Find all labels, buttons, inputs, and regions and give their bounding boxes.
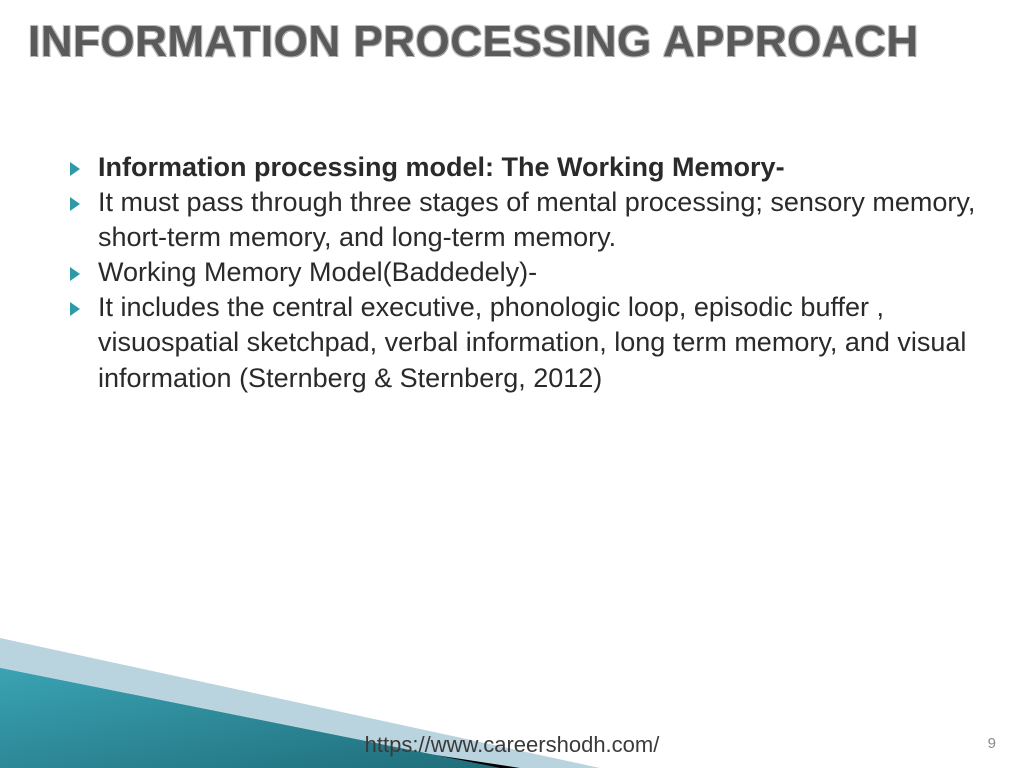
bullet-item: It must pass through three stages of men…: [70, 185, 984, 255]
bullet-marker-icon: [70, 197, 80, 211]
page-number: 9: [988, 735, 996, 752]
bullet-item: Information processing model: The Workin…: [70, 150, 984, 185]
slide: INFORMATION PROCESSING APPROACH Informat…: [0, 0, 1024, 768]
bullet-marker-icon: [70, 302, 80, 316]
bullet-marker-icon: [70, 267, 80, 281]
bullet-item: It includes the central executive, phono…: [70, 290, 984, 395]
bullet-text: It includes the central executive, phono…: [98, 290, 984, 395]
bullet-item: Working Memory Model(Baddedely)-: [70, 255, 984, 290]
slide-title: INFORMATION PROCESSING APPROACH: [28, 18, 984, 66]
bullet-text: Working Memory Model(Baddedely)-: [98, 255, 537, 290]
slide-body: Information processing model: The Workin…: [70, 150, 984, 396]
bullet-text: It must pass through three stages of men…: [98, 185, 984, 255]
bullet-marker-icon: [70, 162, 80, 176]
footer-url: https://www.careershodh.com/: [0, 732, 1024, 758]
bullet-text: Information processing model: The Workin…: [98, 150, 785, 185]
